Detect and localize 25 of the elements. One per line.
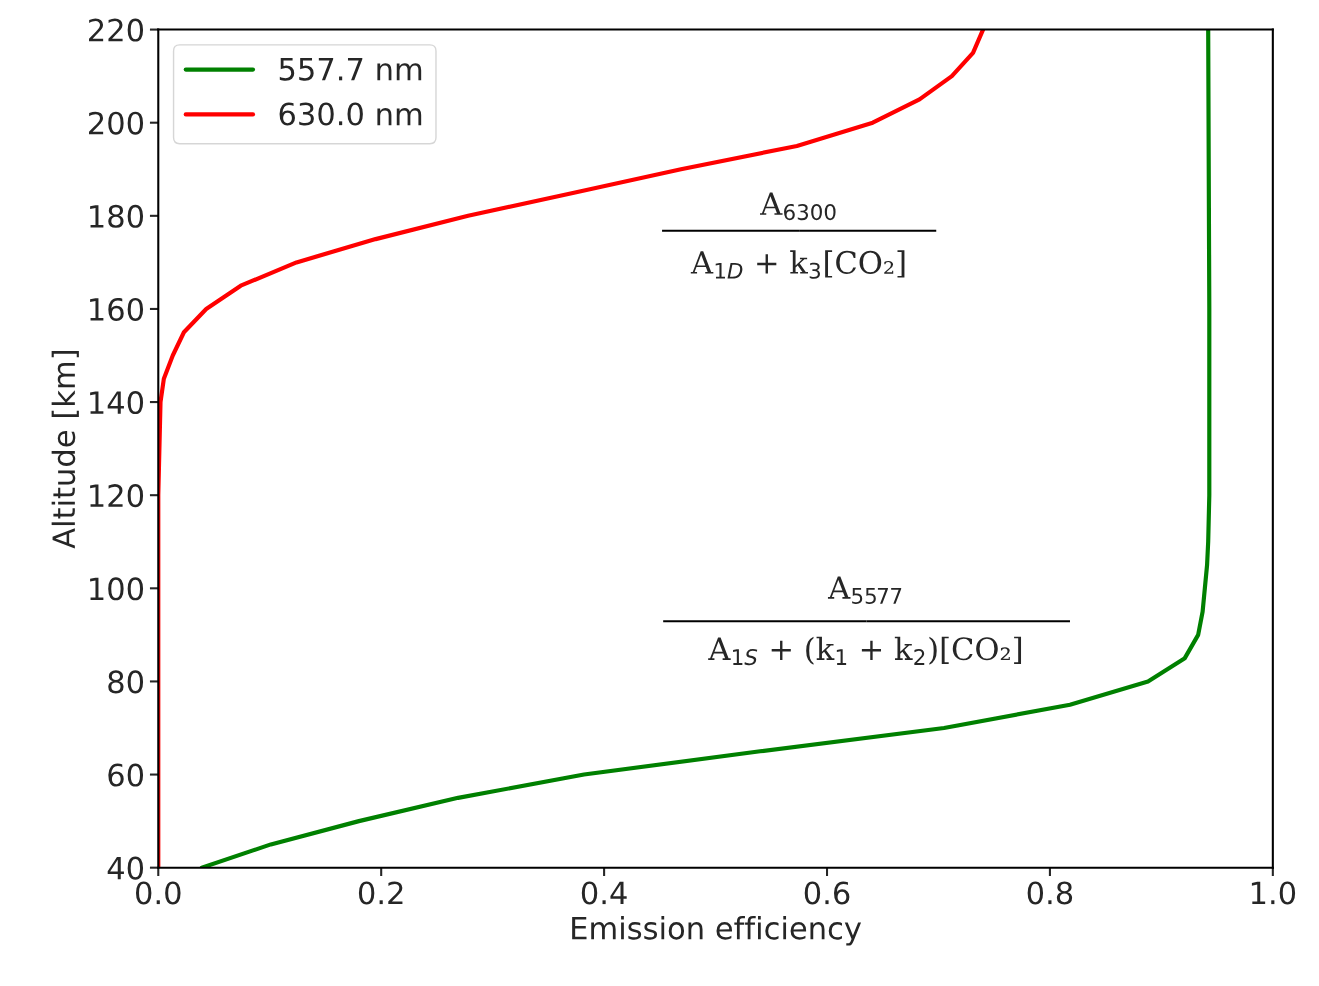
x-tick-label: 1.0 [1251,881,1296,905]
y-tick-label: 60 [108,763,144,787]
y-tick-label: 80 [108,670,144,694]
x-tick-label: 0.6 [804,881,850,905]
annotation: A$_{1S}$ + (k$_{1}$ + k$_{2}$)[CO₂] [708,636,1022,666]
x-tick-label: 0.0 [136,881,181,905]
line-series [199,29,1212,868]
y-tick-label: 180 [90,204,144,228]
annotation: A$_{1D}$ + k$_{3}$[CO₂] [690,250,905,279]
x-tick-label: 0.2 [358,881,403,905]
y-tick-label: 120 [90,484,144,508]
legend-label: 630.0 nm [279,102,422,126]
y-tick-label: 40 [107,856,144,880]
y-tick-label: 160 [90,297,144,321]
y-tick-label: 220 [89,18,144,42]
y-tick-label: 100 [90,577,144,601]
x-axis-title: Emission efficiency [572,916,862,946]
x-tick-label: 0.4 [581,881,627,905]
legend-label: 557.7 nm [279,58,422,81]
x-tick-label: 0.8 [1027,881,1073,905]
annotation: A$_{6300}$ [760,192,836,221]
y-tick-label: 200 [89,111,144,135]
y-tick-label: 140 [90,391,144,415]
annotation: A$_{5577}$ [827,576,902,604]
y-axis-title: Altitude [km] [51,351,79,549]
